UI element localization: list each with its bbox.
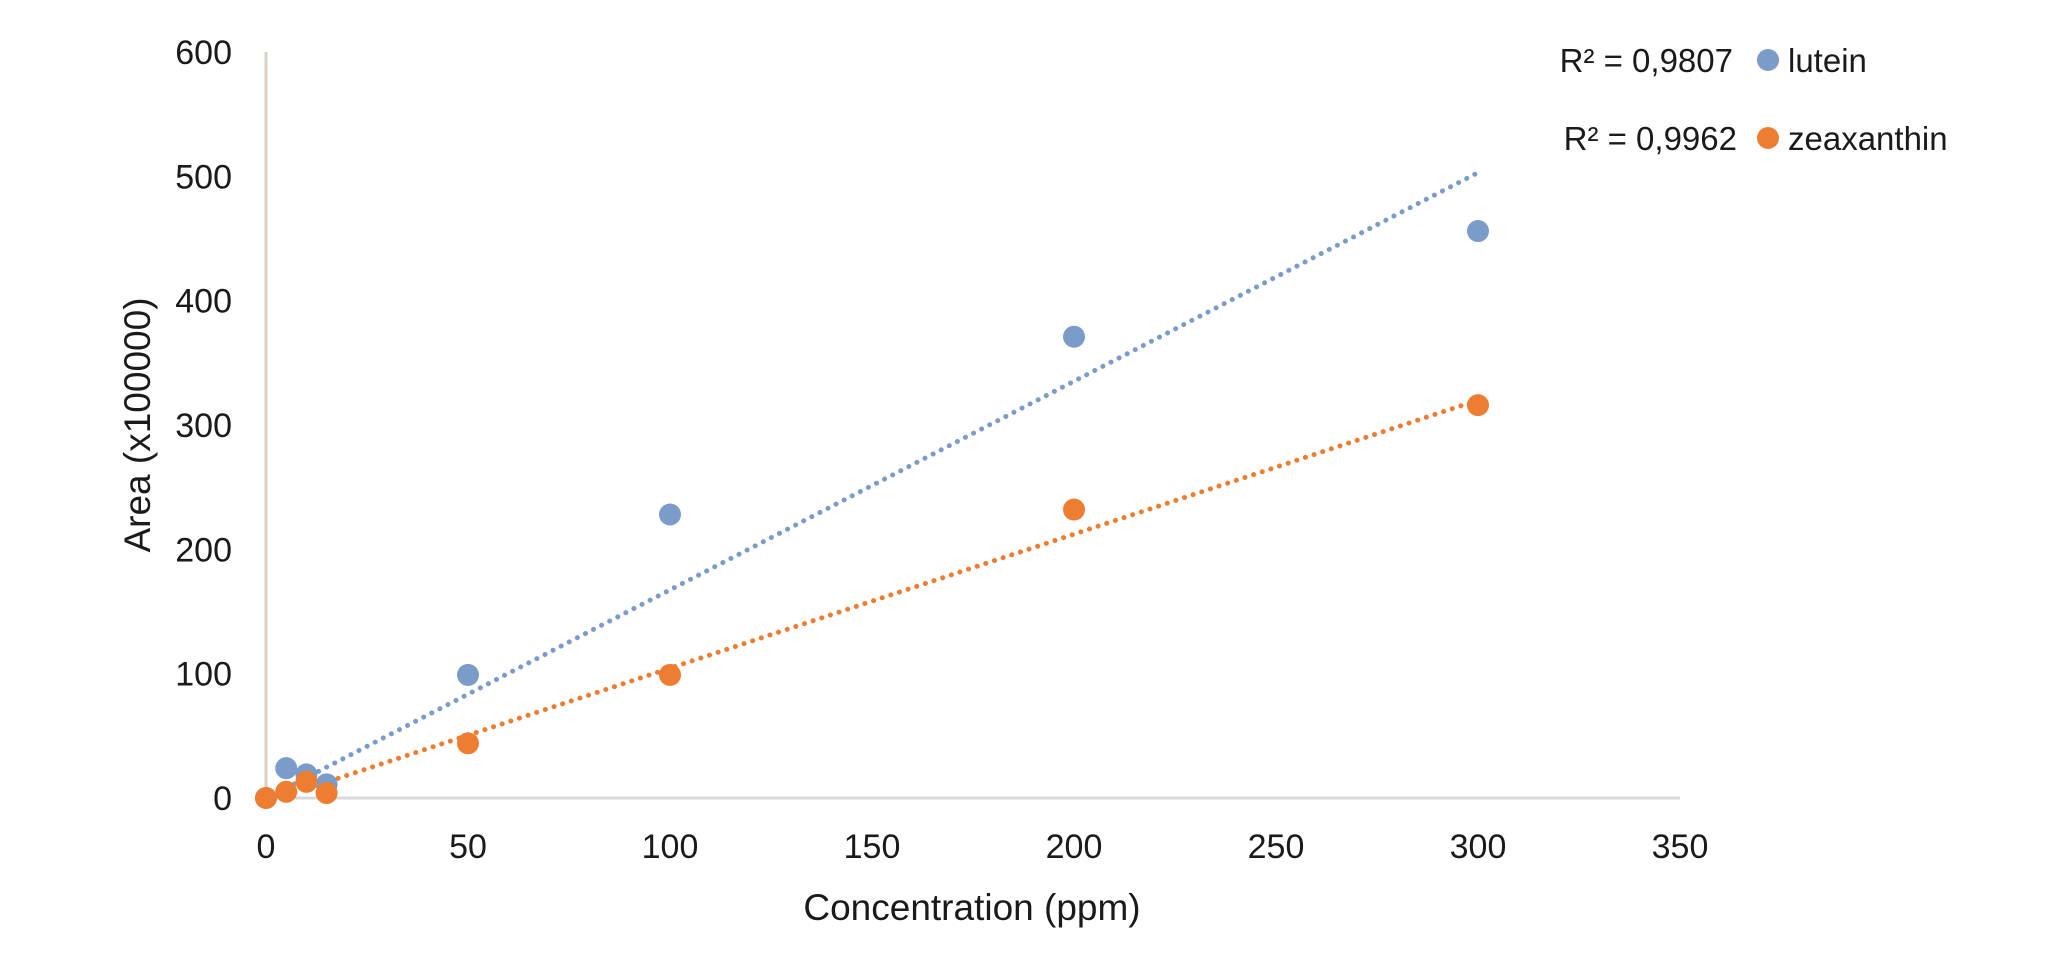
x-tick-label-300: 300 bbox=[1450, 828, 1507, 866]
point-lutein-7 bbox=[1467, 220, 1489, 243]
y-tick-label-100: 100 bbox=[175, 656, 232, 694]
x-axis-title: Concentration (ppm) bbox=[803, 887, 1140, 928]
legend-marker-lutein bbox=[1757, 49, 1779, 71]
point-zeaxanthin-5 bbox=[659, 663, 681, 686]
y-tick-label-600: 600 bbox=[175, 34, 232, 72]
x-tick-label-250: 250 bbox=[1248, 828, 1305, 866]
trendline-lutein bbox=[283, 170, 1481, 791]
x-tick-label-100: 100 bbox=[642, 828, 699, 866]
data-points bbox=[255, 220, 1489, 809]
point-zeaxanthin-4 bbox=[457, 732, 479, 755]
legend: R² = 0,9807 lutein R² = 0,9962 zeaxanthin bbox=[1560, 42, 1948, 157]
x-tick-label-50: 50 bbox=[449, 828, 487, 866]
point-zeaxanthin-1 bbox=[275, 780, 298, 803]
legend-label-lutein: lutein bbox=[1788, 42, 1867, 79]
r2-label-zeaxanthin: R² = 0,9962 bbox=[1564, 120, 1737, 157]
point-zeaxanthin-3 bbox=[315, 782, 338, 805]
y-tick-label-200: 200 bbox=[175, 531, 232, 569]
point-lutein-4 bbox=[457, 663, 479, 686]
legend-label-zeaxanthin: zeaxanthin bbox=[1788, 120, 1948, 157]
point-lutein-5 bbox=[659, 503, 681, 526]
x-tick-label-350: 350 bbox=[1652, 828, 1709, 866]
trendlines bbox=[283, 170, 1481, 799]
point-zeaxanthin-2 bbox=[295, 770, 318, 793]
x-tick-labels: 0 50 100 150 200 250 300 350 bbox=[257, 828, 1709, 866]
plot-area bbox=[255, 52, 1680, 809]
y-tick-labels: 0 100 200 300 400 500 600 bbox=[175, 34, 232, 818]
point-zeaxanthin-0 bbox=[255, 787, 277, 809]
point-lutein-1 bbox=[275, 757, 298, 780]
point-lutein-6 bbox=[1063, 325, 1085, 348]
point-zeaxanthin-6 bbox=[1063, 498, 1085, 521]
y-tick-label-500: 500 bbox=[175, 158, 232, 196]
x-tick-label-0: 0 bbox=[257, 828, 276, 866]
r2-label-lutein: R² = 0,9807 bbox=[1560, 42, 1733, 79]
point-zeaxanthin-7 bbox=[1467, 394, 1489, 417]
y-tick-label-300: 300 bbox=[175, 407, 232, 445]
y-axis-title: Area (x100000) bbox=[117, 297, 158, 552]
x-tick-label-150: 150 bbox=[844, 828, 901, 866]
y-tick-label-0: 0 bbox=[213, 780, 232, 818]
y-tick-label-400: 400 bbox=[175, 283, 232, 321]
x-tick-label-200: 200 bbox=[1046, 828, 1103, 866]
trendline-zeaxanthin bbox=[283, 397, 1481, 799]
legend-marker-zeaxanthin bbox=[1757, 127, 1779, 149]
